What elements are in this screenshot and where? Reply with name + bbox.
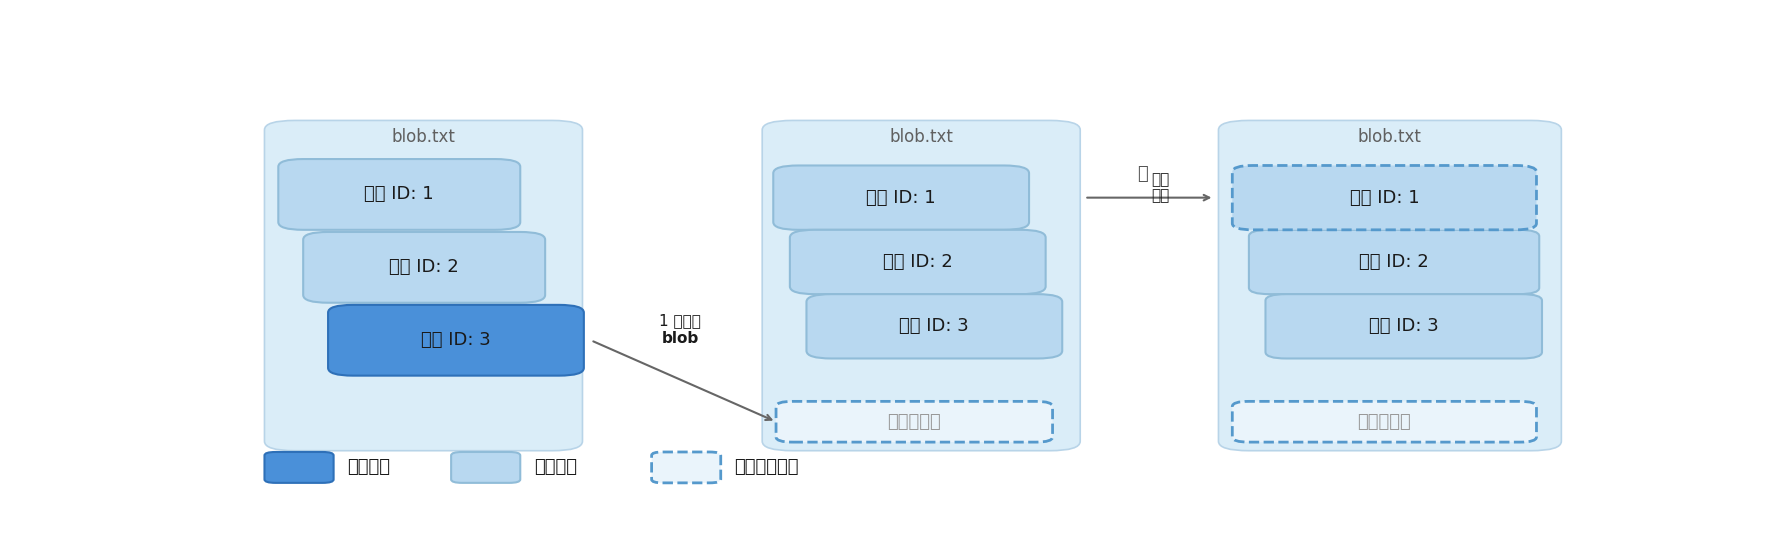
- Text: blob.txt: blob.txt: [1358, 128, 1422, 146]
- Text: 版本 ID: 2: 版本 ID: 2: [389, 258, 458, 276]
- Text: 无当前版本: 无当前版本: [1358, 413, 1411, 431]
- Text: 版本: 版本: [1151, 188, 1170, 203]
- Text: 版本 ID: 2: 版本 ID: 2: [883, 253, 953, 271]
- FancyBboxPatch shape: [303, 232, 546, 302]
- FancyBboxPatch shape: [278, 159, 521, 230]
- FancyBboxPatch shape: [651, 452, 721, 483]
- FancyBboxPatch shape: [1218, 120, 1561, 451]
- Text: 删除: 删除: [1151, 172, 1170, 187]
- FancyBboxPatch shape: [806, 294, 1061, 359]
- FancyBboxPatch shape: [772, 165, 1029, 230]
- Text: 当前版本: 当前版本: [348, 458, 391, 476]
- Text: 1 删除此: 1 删除此: [658, 314, 701, 329]
- Text: 版本 ID: 2: 版本 ID: 2: [1359, 253, 1429, 271]
- Text: 版本 ID: 3: 版本 ID: 3: [899, 317, 969, 335]
- Text: 版本 ID: 1: 版本 ID: 1: [1349, 189, 1420, 207]
- Text: blob: blob: [662, 331, 699, 345]
- FancyBboxPatch shape: [1233, 402, 1536, 442]
- FancyBboxPatch shape: [790, 230, 1045, 294]
- Text: blob.txt: blob.txt: [391, 128, 455, 146]
- FancyBboxPatch shape: [1265, 294, 1541, 359]
- Text: 版本 ID: 3: 版本 ID: 3: [1368, 317, 1438, 335]
- Text: 无当前版本: 无当前版本: [887, 413, 942, 431]
- FancyBboxPatch shape: [264, 452, 334, 483]
- Text: 版本 ID: 1: 版本 ID: 1: [364, 185, 434, 203]
- FancyBboxPatch shape: [762, 120, 1081, 451]
- Text: 版本 ID: 3: 版本 ID: 3: [421, 331, 491, 349]
- FancyBboxPatch shape: [328, 305, 583, 375]
- Text: 版本 ID: 1: 版本 ID: 1: [867, 189, 937, 207]
- FancyBboxPatch shape: [1249, 230, 1540, 294]
- FancyBboxPatch shape: [264, 120, 583, 451]
- Text: blob.txt: blob.txt: [888, 128, 953, 146]
- Text: 上一版本: 上一版本: [533, 458, 576, 476]
- FancyBboxPatch shape: [451, 452, 521, 483]
- FancyBboxPatch shape: [776, 402, 1053, 442]
- Text: 软删除的版本: 软删除的版本: [735, 458, 799, 476]
- FancyBboxPatch shape: [1233, 165, 1536, 230]
- Text: 🗑: 🗑: [1136, 165, 1147, 183]
